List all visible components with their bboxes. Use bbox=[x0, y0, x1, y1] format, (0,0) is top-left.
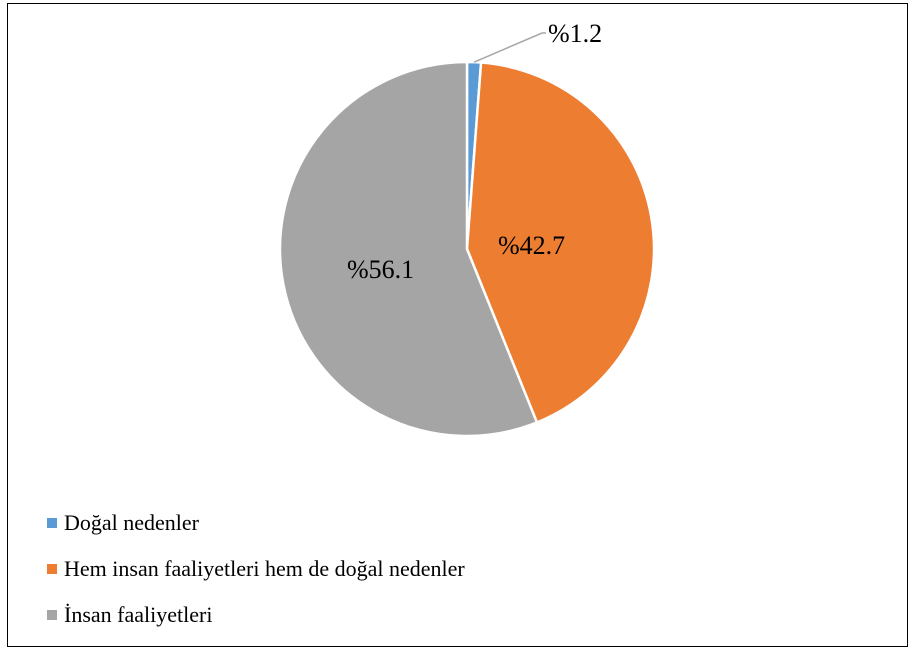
legend-label: Hem insan faaliyetleri hem de doğal nede… bbox=[64, 556, 465, 581]
legend-swatch bbox=[47, 564, 57, 574]
pie-slice-2 bbox=[465, 61, 656, 424]
data-label-3: %56.1 bbox=[347, 255, 414, 284]
leader-line bbox=[473, 32, 546, 63]
legend: Doğal nedenler Hem insan faaliyetleri hem… bbox=[47, 500, 465, 638]
pie-slices bbox=[278, 60, 656, 438]
legend-swatch bbox=[47, 518, 57, 528]
legend-label: İnsan faaliyetleri bbox=[64, 602, 213, 627]
pie-labels: %1.2 %42.7 %56.1 bbox=[347, 19, 602, 284]
data-label-2: %42.7 bbox=[498, 231, 565, 260]
pie-slice-3 bbox=[278, 60, 539, 438]
legend-item-2: Hem insan faaliyetleri hem de doğal nede… bbox=[47, 546, 465, 592]
legend-item-1: Doğal nedenler bbox=[47, 500, 465, 546]
data-label-1: %1.2 bbox=[548, 19, 602, 48]
legend-label: Doğal nedenler bbox=[64, 510, 199, 535]
legend-item-3: İnsan faaliyetleri bbox=[47, 592, 465, 638]
legend-swatch bbox=[47, 610, 57, 620]
